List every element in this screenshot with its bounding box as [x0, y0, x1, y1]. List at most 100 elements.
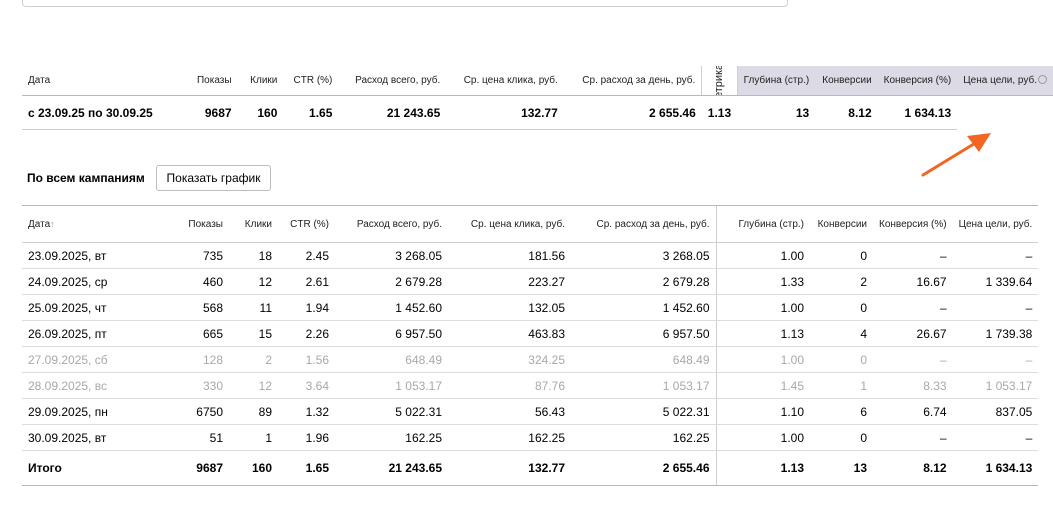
table-row: 28.09.2025, вс 330 12 3.64 1 053.17 87.76 1 05…	[22, 372, 1039, 399]
cell-cpc: 181.56	[448, 242, 571, 269]
cell-cpc: 87.76	[448, 372, 571, 399]
total-spend: 21 243.65	[335, 450, 448, 486]
summary-cpc: 132.77	[446, 95, 564, 130]
table-row: 30.09.2025, вт 51 1 1.96 162.25 162.25 162.25 1…	[22, 424, 1039, 451]
cell-depth: 1.10	[715, 398, 810, 425]
cell-date: 30.09.2025, вт	[22, 424, 168, 451]
cell-conversions: 0	[810, 242, 873, 269]
info-icon[interactable]	[1038, 75, 1047, 84]
daily-stats-table: Дата↑ Показы Клики CTR (%) Расход всего,…	[22, 205, 1039, 486]
summary-conv-rate: 8.12	[815, 95, 878, 130]
cell-date: 23.09.2025, вт	[22, 242, 168, 269]
col-conversions[interactable]: Конверсии	[810, 205, 873, 243]
cell-date: 26.09.2025, пт	[22, 320, 168, 347]
col-clicks[interactable]: Клики	[237, 66, 284, 96]
total-goal-cost: 1 634.13	[952, 450, 1039, 486]
cell-depth: 1.45	[715, 372, 810, 399]
col-ctr[interactable]: CTR (%)	[283, 66, 339, 96]
col-date-label: Дата	[28, 218, 51, 230]
cell-ctr: 1.94	[278, 294, 335, 321]
col-goal-cost[interactable]: Цена цели, руб.	[957, 66, 1053, 96]
col-conv-rate[interactable]: Конверсия (%)	[873, 205, 953, 243]
cell-depth: 1.13	[715, 320, 810, 347]
cell-date: 28.09.2025, вс	[22, 372, 168, 399]
col-daily-spend[interactable]: Ср. расход за день, руб.	[563, 66, 702, 96]
cell-ctr: 1.32	[278, 398, 335, 425]
cell-conv-rate: 16.67	[873, 268, 953, 295]
col-clicks[interactable]: Клики	[229, 205, 278, 243]
col-goal-cost-label: Цена цели, руб.	[963, 75, 1037, 86]
cell-depth: 1.00	[715, 346, 810, 373]
total-row: Итого 9687 160 1.65 21 243.65 132.77 2 6…	[22, 450, 1039, 486]
cell-conv-rate: 6.74	[873, 398, 953, 425]
cell-cpc: 463.83	[448, 320, 571, 347]
cell-impressions: 568	[168, 294, 229, 321]
cell-spend: 648.49	[335, 346, 448, 373]
cell-ctr: 1.56	[278, 346, 335, 373]
total-depth: 1.13	[715, 450, 810, 486]
cell-cpc: 132.05	[448, 294, 571, 321]
cell-cpc: 56.43	[448, 398, 571, 425]
annotation-arrow-icon	[921, 133, 991, 177]
show-chart-button[interactable]: Показать график	[156, 165, 271, 191]
cell-spend: 3 268.05	[335, 242, 448, 269]
total-label: Итого	[22, 450, 168, 486]
col-conversions[interactable]: Конверсии	[815, 66, 878, 96]
cell-spend: 162.25	[335, 424, 448, 451]
summary-ctr: 1.65	[283, 95, 339, 130]
cell-goal-cost: 1 053.17	[952, 372, 1039, 399]
col-date[interactable]: Дата	[22, 66, 165, 96]
summary-goal-cost: 1 634.13	[877, 95, 958, 130]
cell-impressions: 6750	[168, 398, 229, 425]
section-title: По всем кампаниям	[27, 171, 145, 185]
metrika-tab[interactable]: Метрика »	[701, 66, 738, 96]
summary-clicks: 160	[237, 95, 284, 130]
metrika-tab-label: Метрика »	[713, 66, 726, 96]
total-conv-rate: 8.12	[873, 450, 953, 486]
top-panel-edge	[22, 0, 788, 7]
cell-daily-spend: 6 957.50	[571, 320, 716, 347]
cell-ctr: 3.64	[278, 372, 335, 399]
col-impressions[interactable]: Показы	[164, 66, 238, 96]
total-impressions: 9687	[168, 450, 229, 486]
total-ctr: 1.65	[278, 450, 335, 486]
cell-goal-cost: –	[952, 242, 1039, 269]
cell-clicks: 12	[229, 372, 278, 399]
col-spend[interactable]: Расход всего, руб.	[338, 66, 447, 96]
detail-header-row: Дата↑ Показы Клики CTR (%) Расход всего,…	[22, 205, 1039, 243]
col-impressions[interactable]: Показы	[168, 205, 229, 243]
total-clicks: 160	[229, 450, 278, 486]
cell-conversions: 0	[810, 294, 873, 321]
col-depth[interactable]: Глубина (стр.)	[737, 66, 816, 96]
col-depth[interactable]: Глубина (стр.)	[715, 205, 810, 243]
col-conv-rate[interactable]: Конверсия (%)	[877, 66, 958, 96]
cell-depth: 1.00	[715, 294, 810, 321]
table-row: 27.09.2025, сб 128 2 1.56 648.49 324.25 648.49…	[22, 346, 1039, 373]
col-daily-spend[interactable]: Ср. расход за день, руб.	[571, 205, 716, 243]
cell-conv-rate: –	[873, 294, 953, 321]
col-spend[interactable]: Расход всего, руб.	[335, 205, 448, 243]
cell-spend: 6 957.50	[335, 320, 448, 347]
cell-cpc: 223.27	[448, 268, 571, 295]
col-ctr[interactable]: CTR (%)	[278, 205, 335, 243]
cell-goal-cost: –	[952, 294, 1039, 321]
cell-conv-rate: –	[873, 242, 953, 269]
summary-spend: 21 243.65	[338, 95, 447, 130]
cell-date: 25.09.2025, чт	[22, 294, 168, 321]
total-cpc: 132.77	[448, 450, 571, 486]
cell-conv-rate: 8.33	[873, 372, 953, 399]
col-cpc[interactable]: Ср. цена клика, руб.	[448, 205, 571, 243]
col-cpc[interactable]: Ср. цена клика, руб.	[446, 66, 564, 96]
cell-clicks: 11	[229, 294, 278, 321]
summary-conversions: 13	[737, 95, 816, 130]
cell-ctr: 1.96	[278, 424, 335, 451]
col-goal-cost[interactable]: Цена цели, руб.	[952, 205, 1039, 243]
cell-goal-cost: 1 739.38	[952, 320, 1039, 347]
cell-impressions: 665	[168, 320, 229, 347]
col-date-sortable[interactable]: Дата↑	[22, 205, 168, 243]
cell-impressions: 330	[168, 372, 229, 399]
cell-daily-spend: 2 679.28	[571, 268, 716, 295]
cell-cpc: 162.25	[448, 424, 571, 451]
cell-impressions: 51	[168, 424, 229, 451]
cell-goal-cost: –	[952, 346, 1039, 373]
